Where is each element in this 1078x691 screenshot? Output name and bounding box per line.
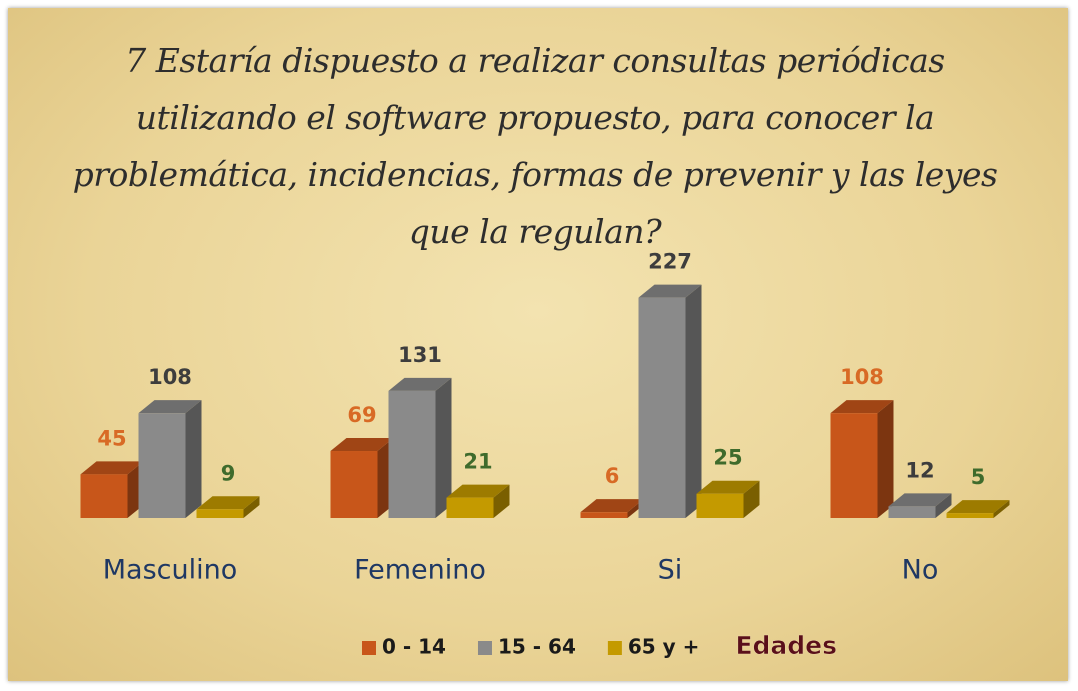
bar-top bbox=[80, 461, 144, 475]
data-label: 25 bbox=[713, 446, 742, 470]
bar bbox=[196, 509, 244, 518]
bar-top bbox=[830, 400, 894, 414]
data-label: 9 bbox=[221, 461, 236, 485]
bar-top bbox=[446, 484, 510, 498]
bar bbox=[80, 474, 128, 518]
legend-label: 0 - 14 bbox=[382, 635, 446, 659]
bar-top bbox=[696, 480, 760, 494]
bar bbox=[888, 506, 936, 518]
bar bbox=[638, 297, 686, 518]
legend-label: 15 - 64 bbox=[498, 635, 576, 659]
data-label: 6 bbox=[605, 464, 620, 488]
x-tick-label: No bbox=[902, 555, 939, 586]
bar bbox=[138, 413, 186, 518]
bar-side bbox=[435, 377, 452, 518]
legend-swatch bbox=[477, 641, 492, 655]
bar-top bbox=[138, 400, 202, 414]
background bbox=[8, 8, 1068, 681]
data-label: 21 bbox=[463, 450, 492, 474]
x-tick-label: Si bbox=[658, 555, 683, 586]
data-label: 131 bbox=[398, 343, 442, 367]
chart-title: 7 Estaría dispuesto a realizar consultas… bbox=[72, 41, 998, 251]
x-tick-label: Masculino bbox=[103, 555, 238, 586]
data-label: 108 bbox=[840, 365, 884, 389]
bar-top bbox=[388, 377, 452, 391]
legend-label: 65 y + bbox=[628, 635, 700, 659]
bar-top bbox=[580, 499, 644, 513]
bar-side bbox=[743, 480, 760, 518]
bar-top bbox=[330, 438, 394, 452]
bar-side bbox=[935, 493, 952, 518]
data-label: 108 bbox=[148, 365, 192, 389]
bar-side bbox=[243, 496, 260, 518]
bar bbox=[946, 513, 994, 518]
bar-side bbox=[185, 400, 202, 518]
bar bbox=[330, 451, 378, 518]
data-label: 69 bbox=[347, 403, 376, 427]
bar-side bbox=[685, 284, 702, 518]
bar bbox=[830, 413, 878, 518]
data-label: 227 bbox=[648, 250, 692, 274]
bar bbox=[446, 497, 494, 518]
legend-swatch bbox=[607, 641, 622, 655]
bar-side bbox=[877, 400, 894, 518]
bar-side bbox=[493, 484, 510, 518]
bar-side bbox=[993, 500, 1010, 518]
legend-swatch bbox=[362, 641, 376, 655]
data-label: 5 bbox=[971, 465, 986, 489]
data-label: 45 bbox=[97, 426, 126, 450]
legend-title: Edades bbox=[735, 631, 837, 660]
bar bbox=[696, 493, 744, 518]
bar bbox=[580, 512, 628, 518]
data-label: 12 bbox=[905, 458, 934, 482]
bar-top bbox=[888, 493, 952, 507]
bar-top bbox=[946, 500, 1010, 514]
bar-top bbox=[196, 496, 260, 510]
bar-top bbox=[638, 284, 702, 298]
x-tick-label: Femenino bbox=[354, 555, 486, 586]
bar bbox=[388, 390, 436, 518]
